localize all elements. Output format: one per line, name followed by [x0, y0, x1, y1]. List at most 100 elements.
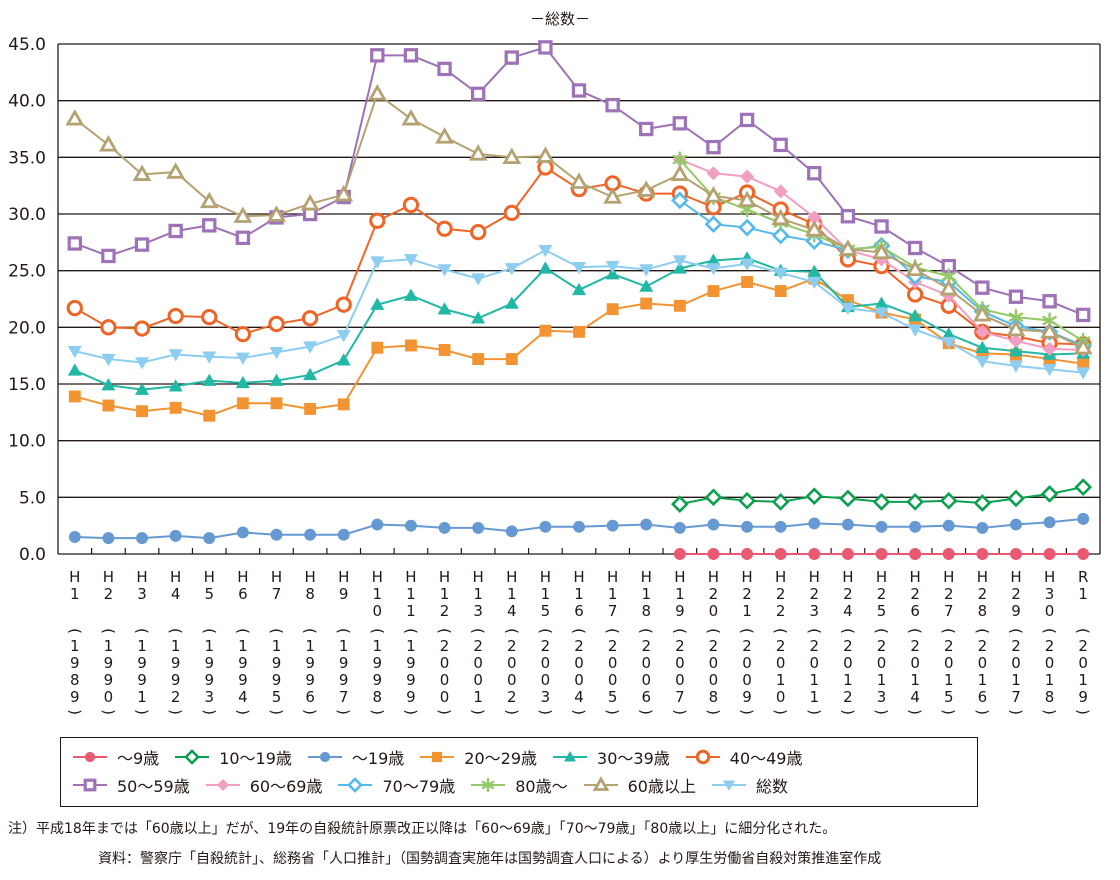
y-tick-label: 35.0 [8, 148, 46, 168]
x-tick-era-char: 2 [877, 585, 887, 603]
marker-triangle-up [101, 378, 116, 391]
marker-square [505, 353, 518, 366]
x-tick-era-char: 0 [709, 602, 719, 620]
x-tick-era-char: 5 [877, 602, 887, 620]
legend-row-2: 50～59歳 60～69歳 70～79歳 80歳～ 60歳以上 総数 [71, 772, 802, 798]
marker-open-square [83, 778, 97, 792]
x-tick-era-char: 1 [373, 585, 383, 603]
marker-square [371, 341, 384, 354]
marker-square [68, 390, 81, 403]
marker-triangle-down [605, 260, 620, 274]
x-tick-year-char: 1 [1078, 671, 1088, 689]
x-tick-year-char: 2 [473, 637, 483, 655]
marker-circle [539, 520, 552, 533]
x-tick-year-char: 1 [272, 637, 282, 655]
marker-open-square [571, 83, 587, 98]
x-tick-era-char: H [271, 568, 282, 586]
marker-open-circle [100, 319, 117, 336]
marker-diamond [773, 184, 788, 199]
x-tick-year-char: 4 [910, 688, 920, 706]
series-0 [673, 548, 1090, 560]
marker-square [539, 324, 552, 337]
legend-label: 30～39歳 [597, 749, 670, 768]
x-tick-year-char: 4 [574, 688, 584, 706]
x-tick-year-char: 0 [843, 654, 853, 672]
x-tick-year-char: 0 [709, 671, 719, 689]
legend-item: ～19歳 [306, 745, 404, 769]
x-tick-year-char: 1 [171, 637, 181, 655]
y-tick-label: 30.0 [8, 205, 46, 225]
marker-circle [774, 520, 787, 533]
legend-swatch [338, 777, 373, 793]
marker-diamond [216, 779, 229, 791]
marker-diamond [1042, 341, 1057, 356]
x-tick-era-char: 1 [507, 585, 517, 603]
x-tick-era-char: 6 [910, 602, 920, 620]
x-tick-year-char: 2 [440, 637, 450, 655]
x-tick-era-char: 3 [810, 602, 820, 620]
marker-square [304, 402, 317, 415]
marker-open-diamond [671, 191, 689, 210]
marker-circle [1077, 548, 1090, 560]
marker-open-triangle-up [1006, 319, 1026, 337]
x-tick-year-char: 9 [104, 654, 114, 672]
marker-triangle-down [168, 349, 183, 362]
x-tick-paren-close: ) [469, 709, 487, 715]
marker-circle [707, 548, 720, 560]
x-tick-year-char: 0 [1045, 654, 1055, 672]
x-tick-year-char: 1 [944, 671, 954, 689]
marker-open-triangle-up [267, 205, 286, 222]
x-tick-era-char: 3 [137, 585, 147, 603]
marker-open-square [101, 248, 116, 264]
x-tick-era-char: 4 [843, 602, 853, 620]
series-line [74, 257, 1084, 391]
x-tick-paren-open: ( [570, 628, 588, 634]
marker-circle [438, 521, 451, 534]
marker-triangle-up [639, 279, 654, 292]
x-tick-era-char: H [641, 568, 652, 586]
x-tick-paren-open: ( [940, 628, 958, 634]
marker-open-diamond [939, 491, 958, 510]
marker-circle [505, 525, 518, 538]
marker-circle [909, 520, 922, 533]
x-tick-year-char: 9 [742, 688, 752, 706]
marker-asterisk-stroke [1042, 315, 1057, 326]
x-tick-era-char: 2 [742, 585, 752, 603]
x-tick-paren-close: ) [436, 709, 454, 715]
x-tick-paren-open: ( [637, 628, 655, 634]
marker-open-triangle-up [300, 193, 320, 211]
x-tick-year-char: 3 [877, 688, 887, 706]
marker-square [741, 276, 754, 288]
legend-label: 80歳～ [515, 777, 568, 796]
x-tick-era-char: 2 [843, 585, 853, 603]
legend-item: 70～79歳 [336, 773, 455, 797]
x-tick-era-char: H [338, 568, 349, 586]
marker-open-diamond [704, 488, 723, 507]
x-tick-year-char: 0 [541, 654, 551, 672]
marker-open-square [639, 121, 654, 137]
x-tick-year-char: 2 [910, 637, 920, 655]
marker-triangle-down [908, 324, 923, 337]
marker-open-circle [201, 308, 218, 326]
marker-open-square [1042, 294, 1057, 309]
x-tick-year-char: 9 [373, 671, 383, 689]
x-tick-era-char: 1 [406, 602, 416, 620]
marker-open-triangle-up [65, 108, 85, 126]
legend-swatch [711, 780, 746, 791]
x-tick-era-char: 1 [70, 585, 80, 603]
x-tick-year-char: 0 [104, 688, 114, 706]
marker-triangle-down [706, 263, 721, 276]
x-tick-year-char: 9 [137, 671, 147, 689]
x-tick-era-char: R [1078, 568, 1088, 586]
x-tick-year-char: 0 [675, 654, 685, 672]
x-tick-labels: H1(1989)H2(1990)H3(1991)H4(1992)H5(1993)… [66, 568, 1092, 715]
legend-label: 40～49歳 [729, 749, 803, 768]
marker-triangle-down [504, 263, 519, 276]
x-tick-year-char: 2 [574, 637, 584, 655]
marker-triangle-up [269, 373, 284, 386]
x-tick-year-char: 1 [406, 637, 416, 655]
x-tick-year-char: 2 [742, 637, 752, 655]
marker-triangle-up [605, 267, 620, 280]
marker-open-triangle-up [435, 127, 454, 144]
